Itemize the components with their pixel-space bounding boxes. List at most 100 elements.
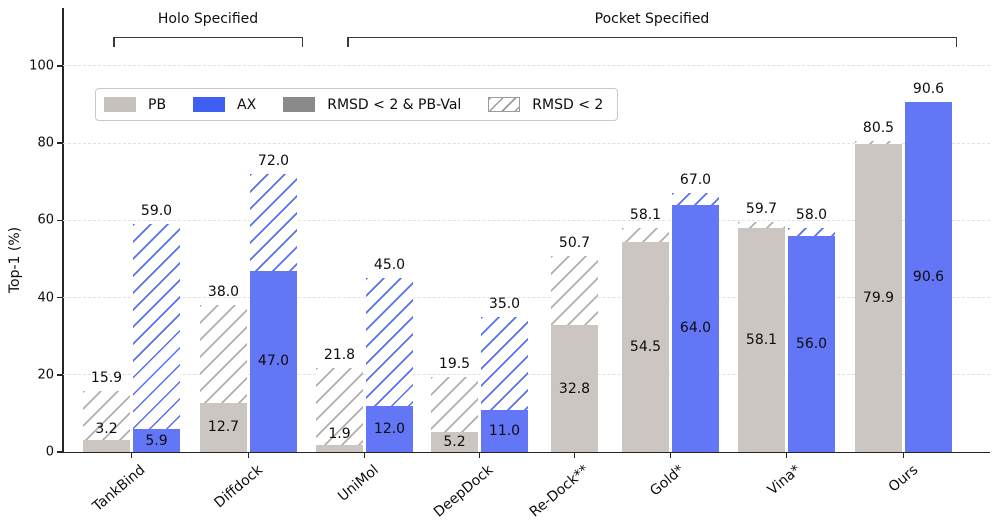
x-tick — [130, 453, 133, 458]
legend-label: RMSD < 2 & PB-Val — [327, 96, 462, 113]
legend-label: AX — [237, 96, 257, 113]
bar-pb-solid-Diffdock — [200, 402, 247, 452]
x-tick — [363, 453, 366, 458]
y-tick — [57, 374, 62, 376]
bar-ax-solid-TankBind — [133, 429, 180, 452]
bar-pb-hatched-Re-Dock** — [551, 256, 598, 326]
label-ax-solid-TankBind: 5.9 — [145, 432, 168, 449]
bar-pb-hatched-Gold* — [622, 227, 669, 242]
y-axis-spine — [62, 8, 64, 453]
bar-pb-hatched-UniMol — [316, 367, 363, 445]
x-tick — [669, 453, 672, 458]
x-tick — [785, 453, 788, 458]
label-pb-hatched-TankBind: 15.9 — [90, 369, 123, 386]
label-pb-solid-UniMol: 1.9 — [328, 425, 351, 442]
bar-pb-solid-Vina* — [738, 227, 785, 452]
bracket-tick — [301, 37, 303, 47]
bar-ax-hatched-Vina* — [788, 228, 835, 236]
x-tick-label-Re-Dock**: Re-Dock** — [526, 462, 592, 521]
bar-pb-solid-Re-Dock** — [551, 325, 598, 452]
bar-pb-hatched-DeepDock — [431, 376, 478, 432]
legend-item-pb: PB — [104, 97, 166, 113]
legend-label: PB — [148, 96, 167, 113]
bar-pb-hatched-TankBind — [83, 390, 130, 440]
y-tick-label: 20 — [37, 367, 54, 383]
label-pb-hatched-UniMol: 21.8 — [323, 346, 356, 363]
bar-ax-hatched-TankBind — [133, 224, 180, 430]
x-tick — [902, 453, 905, 458]
label-pb-solid-Gold*: 54.5 — [629, 338, 662, 355]
label-pb-solid-Diffdock: 12.7 — [207, 419, 240, 436]
label-pb-hatched-Re-Dock**: 50.7 — [558, 235, 591, 252]
bar-pb-hatched-Ours — [855, 141, 902, 144]
bracket-label-holo: Holo Specified — [157, 11, 259, 27]
y-tick-label: 0 — [45, 444, 54, 460]
x-axis-spine — [62, 451, 990, 454]
bar-ax-solid-Vina* — [788, 235, 835, 452]
bar-ax-hatched-UniMol — [366, 278, 413, 406]
label-pb-hatched-DeepDock: 19.5 — [438, 355, 471, 372]
bar-pb-hatched-Vina* — [738, 221, 785, 228]
bar-ax-solid-Ours — [905, 102, 952, 452]
bar-pb-solid-DeepDock — [431, 431, 478, 452]
label-pb-solid-TankBind: 3.2 — [95, 420, 118, 437]
bracket-line-holo — [113, 37, 303, 38]
label-ax-solid-DeepDock: 11.0 — [488, 422, 521, 439]
label-ax-hatched-Gold*: 67.0 — [679, 172, 712, 189]
label-ax-hatched-Vina*: 58.0 — [795, 207, 828, 224]
label-ax-solid-Diffdock: 47.0 — [257, 353, 290, 370]
bar-ax-solid-Gold* — [672, 204, 719, 452]
x-tick-label-TankBind: TankBind — [90, 462, 149, 515]
bar-pb-solid-Gold* — [622, 241, 669, 452]
bar-pb-solid-TankBind — [83, 439, 130, 452]
label-pb-hatched-Diffdock: 38.0 — [207, 284, 240, 301]
y-tick-label: 60 — [37, 212, 54, 228]
x-tick — [247, 453, 250, 458]
bar-ax-solid-UniMol — [366, 405, 413, 452]
y-tick — [57, 219, 62, 222]
gridline-60 — [63, 219, 990, 221]
bar-ax-hatched-DeepDock — [481, 316, 528, 410]
bracket-tick — [347, 37, 349, 47]
bracket-tick — [955, 37, 957, 47]
x-tick-label-DeepDock: DeepDock — [431, 462, 497, 521]
label-ax-solid-Ours: 90.6 — [912, 269, 945, 286]
legend-label: RMSD < 2 — [532, 96, 604, 113]
label-pb-solid-DeepDock: 5.2 — [443, 433, 466, 450]
label-ax-hatched-Ours: 90.6 — [912, 81, 945, 98]
x-tick-label-UniMol: UniMol — [335, 462, 382, 505]
y-tick-label: 40 — [37, 290, 54, 306]
y-tick-label: 100 — [29, 58, 54, 74]
gridline-100 — [63, 65, 990, 67]
label-ax-hatched-TankBind: 59.0 — [140, 203, 173, 220]
x-tick — [478, 453, 481, 458]
y-tick — [57, 142, 62, 144]
gridline-40 — [63, 296, 990, 298]
y-tick-label: 80 — [37, 135, 54, 151]
label-pb-hatched-Ours: 80.5 — [862, 120, 895, 137]
bar-pb-solid-Ours — [855, 143, 902, 452]
legend: PB AX RMSD < 2 & PB-Val RMSD < 2 — [95, 88, 618, 121]
rmsd-pbval-swatch — [283, 97, 316, 112]
bar-ax-hatched-Diffdock — [250, 174, 297, 271]
label-ax-hatched-Diffdock: 72.0 — [257, 153, 290, 170]
ax-swatch — [193, 97, 226, 112]
legend-item-ax: AX — [193, 97, 256, 113]
x-tick — [573, 453, 576, 458]
bar-ax-hatched-Gold* — [672, 193, 719, 205]
x-tick-label-Gold*: Gold* — [647, 462, 688, 500]
legend-item-rmsd: RMSD < 2 — [488, 97, 603, 113]
label-pb-solid-Re-Dock**: 32.8 — [558, 380, 591, 397]
label-pb-solid-Ours: 79.9 — [862, 289, 895, 306]
x-tick-label-Vina*: Vina* — [764, 462, 804, 499]
bracket-tick — [113, 37, 115, 47]
bar-ax-solid-DeepDock — [481, 409, 528, 452]
bar-ax-solid-Diffdock — [250, 270, 297, 452]
bracket-label-pocket: Pocket Specified — [594, 11, 710, 27]
label-ax-solid-UniMol: 12.0 — [373, 420, 406, 437]
y-axis-title: Top-1 (%) — [7, 226, 24, 294]
label-pb-hatched-Vina*: 59.7 — [745, 200, 778, 217]
label-ax-solid-Vina*: 56.0 — [795, 335, 828, 352]
label-pb-solid-Vina*: 58.1 — [745, 331, 778, 348]
